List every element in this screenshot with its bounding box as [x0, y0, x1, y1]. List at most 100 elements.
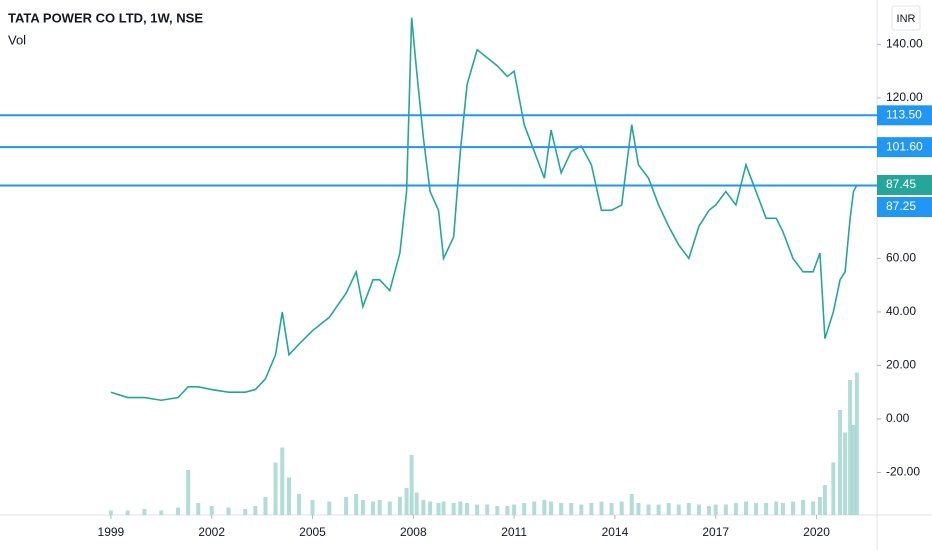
volume-label: Vol — [8, 32, 26, 47]
x-tick-label: 2020 — [803, 525, 830, 539]
volume-bar — [636, 503, 641, 515]
volume-bar — [142, 509, 147, 515]
x-tick-label: 1999 — [98, 525, 125, 539]
x-tick-label: 2008 — [400, 525, 427, 539]
volume-bar — [495, 506, 500, 515]
volume-bar — [754, 503, 759, 515]
volume-bar — [505, 506, 510, 515]
volume-bar — [629, 494, 634, 515]
volume-bar — [485, 504, 490, 515]
volume-bar — [733, 503, 738, 515]
volume-bar — [822, 485, 827, 515]
volume-bar — [354, 494, 359, 515]
level-badge — [877, 105, 932, 126]
x-tick-label: 2011 — [501, 525, 527, 539]
volume-bar — [280, 447, 285, 515]
volume-bar — [532, 501, 537, 515]
y-tick-label: 140.00 — [886, 37, 923, 51]
volume-bar — [791, 501, 796, 515]
level-label: 87.25 — [886, 199, 916, 213]
volume-bar — [176, 507, 181, 515]
volume-bar — [344, 497, 349, 515]
volume-bar — [696, 504, 701, 515]
volume-bar — [327, 501, 332, 515]
x-tick-label: 2002 — [198, 525, 225, 539]
volume-bar — [589, 503, 594, 515]
volume-bar — [209, 506, 214, 515]
y-tick-label: 60.00 — [886, 251, 916, 265]
volume-bar — [569, 503, 574, 515]
volume-bar — [743, 501, 748, 515]
volume-bar — [397, 497, 402, 515]
volume-bar — [458, 501, 463, 515]
volume-bar — [666, 503, 671, 515]
volume-bar — [831, 462, 836, 515]
x-tick-label: 2014 — [602, 525, 629, 539]
volume-bar — [159, 510, 164, 515]
volume-bar — [676, 504, 681, 515]
volume-bar — [414, 492, 419, 515]
volume-bar — [851, 425, 856, 515]
volume-bar — [310, 500, 315, 515]
volume-bar — [579, 504, 584, 515]
volume-bar — [226, 507, 231, 515]
volume-bar — [243, 509, 248, 515]
y-tick-label: 40.00 — [886, 304, 916, 318]
volume-bar — [619, 501, 624, 515]
volume-bar — [549, 501, 554, 515]
volume-bar — [542, 500, 547, 515]
volume-bar — [780, 503, 785, 515]
volume-bar — [377, 500, 382, 515]
volume-bar — [764, 503, 769, 515]
volume-bar — [723, 504, 728, 515]
volume-bar — [843, 432, 848, 515]
volume-bar — [421, 500, 426, 515]
volume-bar — [599, 501, 604, 515]
currency[interactable]: INR — [897, 13, 916, 25]
volume-bar — [465, 503, 470, 515]
volume-bar — [801, 500, 806, 515]
volume-bar — [656, 504, 661, 515]
y-tick-label: 0.00 — [886, 411, 910, 425]
volume-bar — [436, 503, 441, 515]
x-tick-label: 2017 — [702, 525, 729, 539]
level-label: 113.50 — [886, 107, 922, 121]
level-badge — [877, 137, 932, 158]
volume-bar — [838, 410, 843, 515]
volume-bar — [125, 510, 130, 515]
volume-bar — [404, 488, 409, 515]
volume-bar — [286, 477, 291, 515]
chart-title: TATA POWER CO LTD, 1W, NSE — [8, 10, 203, 25]
volume-bar — [522, 503, 527, 515]
y-tick-label: -20.00 — [886, 465, 920, 479]
volume-bar — [686, 503, 691, 515]
volume-bar — [512, 504, 517, 515]
volume-bar — [475, 504, 480, 515]
volume-bar — [774, 501, 779, 515]
volume-bar — [441, 501, 446, 515]
volume-bar — [253, 506, 258, 515]
volume-bar — [559, 503, 564, 515]
y-tick-label: 120.00 — [886, 90, 923, 104]
x-tick-label: 2005 — [299, 525, 326, 539]
level-label: 101.60 — [886, 139, 923, 153]
volume-bar — [707, 506, 712, 515]
volume-bar — [713, 504, 718, 515]
volume-bar — [297, 494, 302, 515]
currency-badge[interactable] — [891, 5, 921, 31]
volume-bar — [360, 500, 365, 515]
volume-bar — [108, 510, 113, 515]
volume-bar — [848, 380, 853, 515]
volume-bar — [817, 497, 822, 515]
volume-bar — [609, 503, 614, 515]
volume-bar — [196, 503, 201, 515]
volume-bar — [428, 501, 433, 515]
volume-bar — [387, 501, 392, 515]
volume-bar — [854, 372, 859, 515]
price-line — [110, 17, 858, 402]
volume-bar — [646, 504, 651, 515]
volume-bar — [186, 470, 191, 515]
y-tick-label: 20.00 — [886, 358, 916, 372]
